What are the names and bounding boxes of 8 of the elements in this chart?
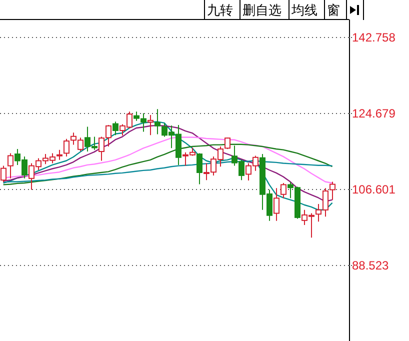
- y-tick-label: 124.679: [352, 106, 396, 120]
- y-tick-label: 142.758: [352, 30, 396, 44]
- y-tick-label: 106.601: [352, 182, 396, 196]
- text: 九转: [207, 2, 233, 18]
- y-tick-label: 88.523: [352, 258, 390, 272]
- text: 窗: [327, 2, 340, 18]
- text: 删自选: [242, 2, 282, 18]
- text: 均线: [290, 2, 318, 18]
